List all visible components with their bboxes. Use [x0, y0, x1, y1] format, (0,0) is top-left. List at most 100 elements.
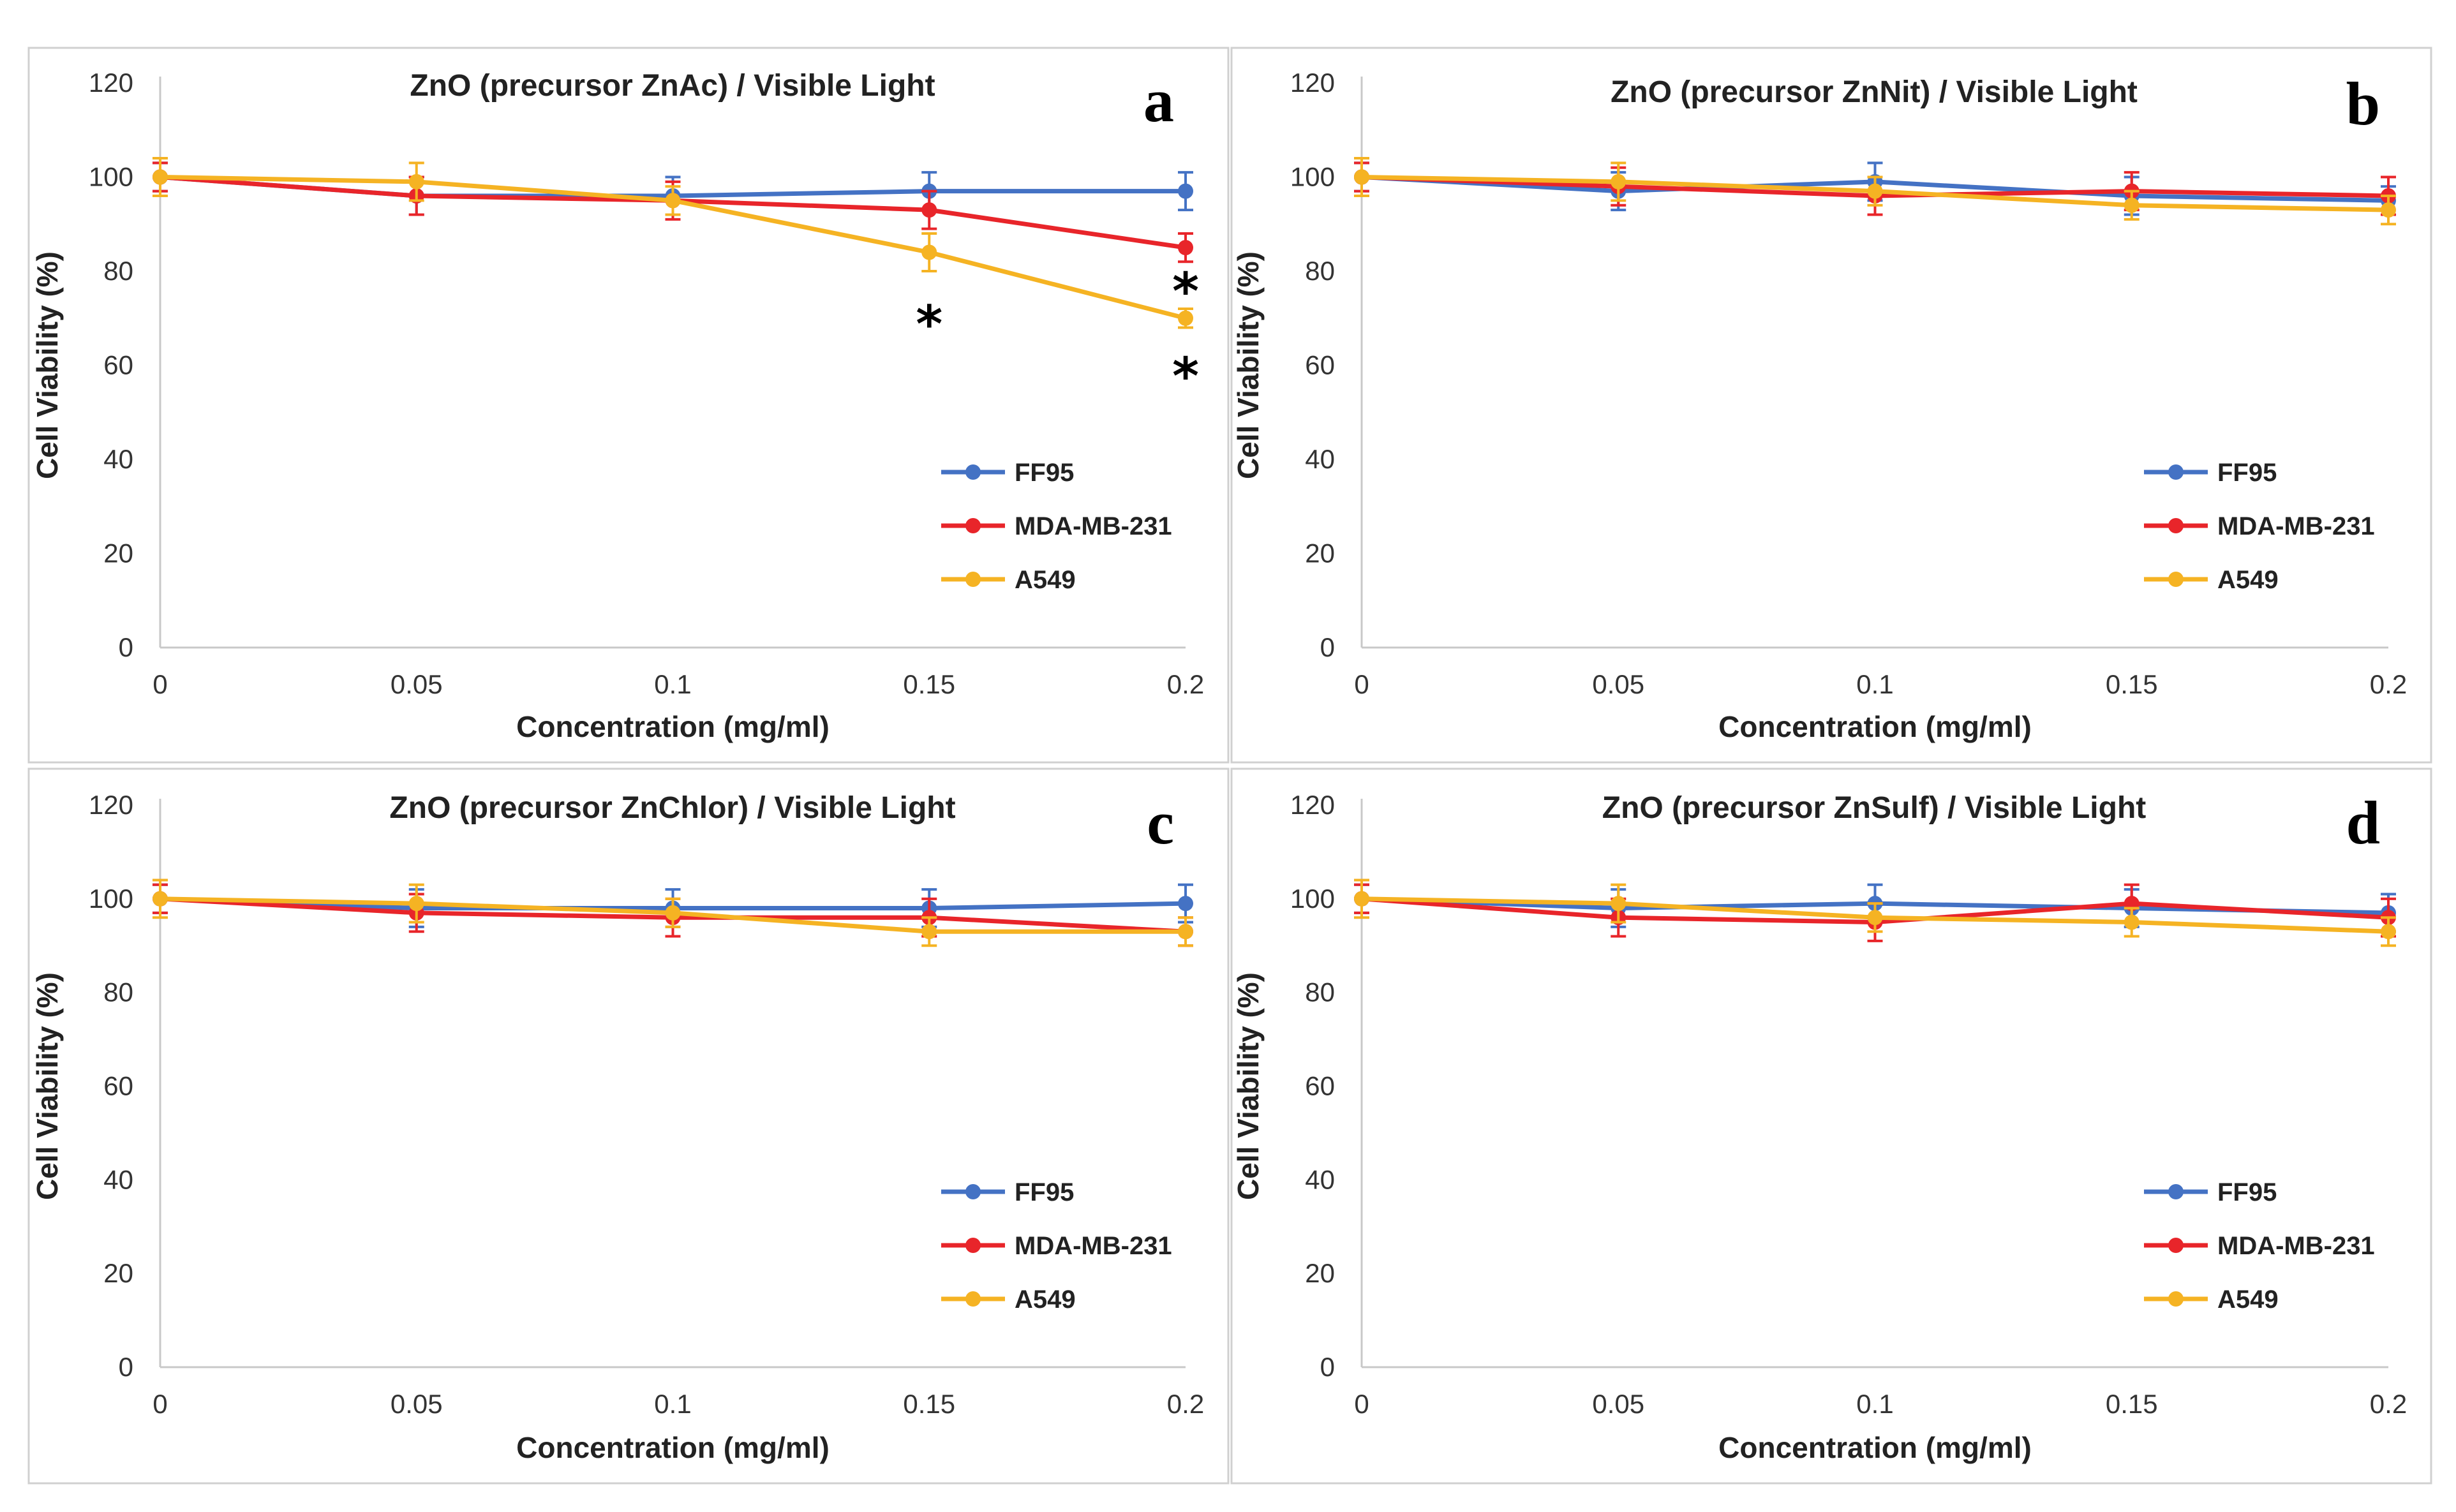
y-tick-label: 80: [103, 256, 133, 286]
legend-label: FF95: [1015, 459, 1074, 487]
x-tick-label: 0.05: [1592, 669, 1644, 699]
y-tick-label: 20: [103, 538, 133, 568]
y-tick-label: 40: [1305, 1164, 1335, 1194]
data-point: [153, 891, 168, 907]
y-tick-label: 80: [103, 977, 133, 1007]
panel-border: [1230, 47, 2432, 764]
x-axis-label: Concentration (mg/ml): [1718, 1431, 2032, 1464]
legend-label: MDA-MB-231: [2217, 1232, 2375, 1260]
legend-item: FF95: [2144, 459, 2277, 487]
legend-item: FF95: [941, 459, 1074, 487]
series-a549: [153, 878, 1193, 947]
y-tick-label: 100: [89, 884, 133, 914]
y-axis-label: Cell Viability (%): [1232, 972, 1265, 1200]
data-point: [1611, 896, 1626, 912]
legend-item: MDA-MB-231: [2144, 1232, 2375, 1260]
significance-star: *: [1172, 262, 1199, 322]
x-tick-label: 0.15: [2106, 669, 2158, 699]
legend-swatch-marker: [2168, 1238, 2184, 1253]
legend-swatch-marker: [2168, 464, 2184, 480]
y-tick-label: 60: [1305, 350, 1335, 380]
x-axis-label: Concentration (mg/ml): [516, 1431, 830, 1464]
y-tick-label: 120: [89, 68, 133, 98]
x-tick-label: 0.2: [1167, 1389, 1204, 1419]
x-tick-label: 0: [153, 1389, 167, 1419]
x-axis-label: Concentration (mg/ml): [1718, 710, 2032, 743]
y-tick-label: 20: [1305, 1258, 1335, 1288]
x-axis-label: Concentration (mg/ml): [516, 710, 830, 743]
y-axis-label: Cell Viability (%): [1232, 251, 1265, 479]
y-tick-label: 80: [1305, 977, 1335, 1007]
data-point: [2381, 924, 2396, 940]
x-tick-label: 0.1: [1856, 669, 1893, 699]
y-tick-label: 120: [1290, 68, 1335, 98]
y-axis-label: Cell Viability (%): [31, 972, 64, 1200]
y-tick-label: 60: [103, 350, 133, 380]
legend-label: MDA-MB-231: [1015, 1232, 1172, 1260]
y-axis-label: Cell Viability (%): [31, 251, 64, 479]
x-tick-label: 0: [153, 669, 167, 699]
y-tick-label: 0: [119, 632, 133, 662]
data-point: [1178, 896, 1193, 912]
chart-title: ZnO (precursor ZnChlor) / Visible Light: [389, 791, 955, 825]
x-tick-label: 0.05: [391, 1389, 443, 1419]
y-tick-label: 0: [1320, 632, 1335, 662]
x-tick-label: 0: [1354, 1389, 1369, 1419]
legend-item: MDA-MB-231: [2144, 512, 2375, 540]
y-tick-label: 100: [89, 162, 133, 192]
legend-swatch-marker: [2168, 518, 2184, 533]
data-point: [2381, 202, 2396, 218]
y-tick-label: 100: [1290, 884, 1335, 914]
legend-swatch-marker: [965, 572, 981, 587]
legend-item: MDA-MB-231: [941, 1232, 1172, 1260]
y-tick-label: 80: [1305, 256, 1335, 286]
x-tick-label: 0.05: [1592, 1389, 1644, 1419]
data-point: [665, 193, 681, 209]
y-tick-label: 100: [1290, 162, 1335, 192]
legend-swatch-marker: [2168, 572, 2184, 587]
legend-swatch-marker: [2168, 1291, 2184, 1307]
y-tick-label: 120: [1290, 790, 1335, 820]
data-point: [408, 896, 424, 912]
data-point: [2124, 197, 2140, 213]
legend-label: A549: [2217, 1286, 2279, 1314]
x-tick-label: 0.05: [391, 669, 443, 699]
significance-star: *: [916, 295, 942, 354]
data-point: [1178, 924, 1193, 940]
y-tick-label: 40: [103, 1164, 133, 1194]
x-tick-label: 0.15: [2106, 1389, 2158, 1419]
legend-label: MDA-MB-231: [1015, 512, 1172, 540]
data-point: [1178, 183, 1193, 199]
data-point: [408, 174, 424, 189]
x-tick-label: 0.2: [1167, 669, 1204, 699]
chart-panel-c: 0 20 40 60 80 100 120 0 0.05 0.1 0.15 0.2 ZnO (precu…: [27, 767, 1230, 1485]
legend-label: A549: [1015, 566, 1076, 594]
data-point: [921, 244, 937, 260]
legend-item: FF95: [2144, 1178, 2277, 1206]
data-point: [1178, 240, 1193, 256]
legend-item: FF95: [941, 1178, 1074, 1206]
panel-letter: c: [1147, 789, 1174, 857]
x-tick-label: 0.15: [903, 1389, 955, 1419]
chart-panel-a: 0 20 40 60 80 100 120 0 0.05 0.1 0.15 0.2 ZnO (precu…: [27, 47, 1230, 764]
y-tick-label: 40: [1305, 444, 1335, 474]
x-tick-label: 0: [1354, 669, 1369, 699]
x-tick-label: 0.1: [654, 669, 691, 699]
data-point: [1867, 910, 1883, 926]
panel-border: [27, 767, 1230, 1485]
chart-title: ZnO (precursor ZnSulf) / Visible Light: [1602, 791, 2147, 825]
panel-border: [1230, 767, 2432, 1485]
data-point: [1178, 310, 1193, 326]
legend-item: A549: [2144, 1286, 2279, 1314]
legend-item: MDA-MB-231: [941, 512, 1172, 540]
legend-item: A549: [2144, 566, 2279, 594]
significance-star: *: [1172, 346, 1199, 406]
legend-label: FF95: [2217, 1178, 2277, 1206]
y-tick-label: 0: [119, 1352, 133, 1382]
legend-label: FF95: [1015, 1178, 1074, 1206]
legend-label: MDA-MB-231: [2217, 512, 2375, 540]
y-tick-label: 20: [103, 1258, 133, 1288]
data-point: [1354, 891, 1369, 907]
x-tick-label: 0.1: [654, 1389, 691, 1419]
